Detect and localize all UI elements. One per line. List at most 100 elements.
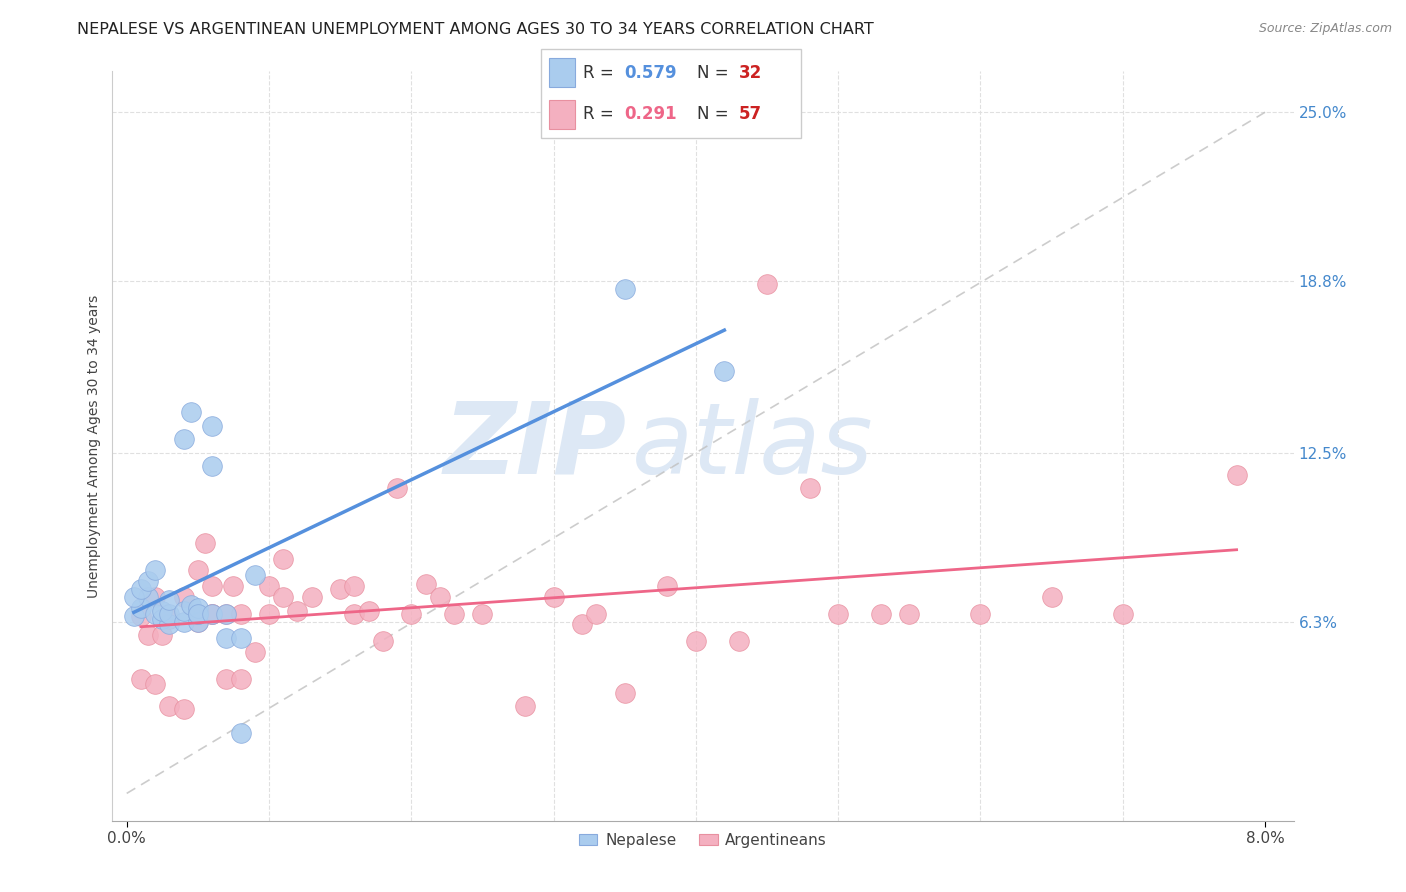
FancyBboxPatch shape [550,58,575,87]
Point [613,282,636,296]
Point [222,579,245,593]
Point [727,633,749,648]
Point [136,574,159,588]
Point [257,579,280,593]
Point [1112,607,1135,621]
Point [401,607,423,621]
Point [343,579,366,593]
Point [215,631,238,645]
Point [173,702,195,716]
Point [613,685,636,699]
Point [157,607,180,621]
Point [215,672,238,686]
Point [173,615,195,629]
Text: 0.291: 0.291 [624,105,678,123]
Point [287,604,309,618]
Point [585,607,607,621]
Point [173,591,195,605]
Point [571,617,593,632]
Point [799,481,821,495]
FancyBboxPatch shape [550,100,575,129]
Point [898,607,921,621]
Point [229,607,252,621]
Point [187,607,209,621]
Point [329,582,352,596]
Point [543,591,565,605]
FancyBboxPatch shape [541,49,801,138]
Text: R =: R = [583,64,619,82]
Point [157,612,180,626]
Point [187,607,209,621]
Point [443,607,465,621]
Point [201,579,224,593]
Point [229,672,252,686]
Point [194,535,217,549]
Point [870,607,893,621]
Y-axis label: Unemployment Among Ages 30 to 34 years: Unemployment Among Ages 30 to 34 years [87,294,101,598]
Point [136,591,159,605]
Point [229,631,252,645]
Point [150,604,173,618]
Point [415,576,437,591]
Text: atlas: atlas [633,398,873,494]
Point [371,633,394,648]
Point [173,432,195,446]
Point [129,582,152,596]
Point [129,609,152,624]
Text: 32: 32 [740,64,762,82]
Point [187,615,209,629]
Text: R =: R = [583,105,619,123]
Point [301,591,323,605]
Point [150,628,173,642]
Text: N =: N = [697,105,734,123]
Point [187,615,209,629]
Text: N =: N = [697,64,734,82]
Point [215,607,238,621]
Point [187,607,209,621]
Point [257,607,280,621]
Point [180,405,202,419]
Point [122,609,145,624]
Point [1040,591,1063,605]
Text: 57: 57 [740,105,762,123]
Point [215,607,238,621]
Point [471,607,494,621]
Point [243,568,266,582]
Text: ZIP: ZIP [443,398,626,494]
Point [187,563,209,577]
Point [143,677,166,691]
Point [129,672,152,686]
Text: 0.579: 0.579 [624,64,678,82]
Point [229,726,252,740]
Point [385,481,408,495]
Point [271,591,294,605]
Point [187,601,209,615]
Point [201,607,224,621]
Point [827,607,849,621]
Point [143,591,166,605]
Legend: Nepalese, Argentineans: Nepalese, Argentineans [574,827,832,855]
Point [150,612,173,626]
Point [157,617,180,632]
Point [201,418,224,433]
Point [243,645,266,659]
Point [271,552,294,566]
Point [357,604,380,618]
Point [201,607,224,621]
Point [157,699,180,714]
Point [157,593,180,607]
Point [201,607,224,621]
Text: NEPALESE VS ARGENTINEAN UNEMPLOYMENT AMONG AGES 30 TO 34 YEARS CORRELATION CHART: NEPALESE VS ARGENTINEAN UNEMPLOYMENT AMO… [77,22,875,37]
Point [136,628,159,642]
Point [713,364,735,378]
Point [429,591,451,605]
Point [143,563,166,577]
Point [143,607,166,621]
Point [180,599,202,613]
Point [122,591,145,605]
Point [1226,467,1249,482]
Point [685,633,707,648]
Point [969,607,991,621]
Point [173,604,195,618]
Point [657,579,679,593]
